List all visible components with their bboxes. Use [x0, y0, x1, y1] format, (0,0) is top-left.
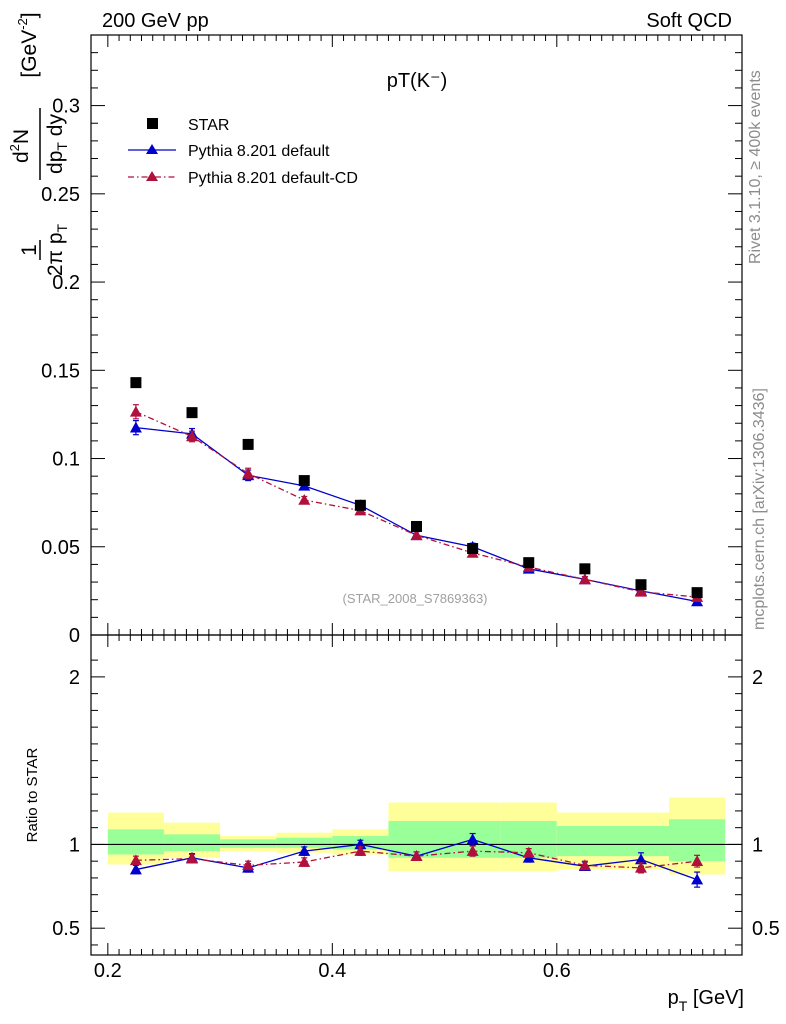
ratio-band-green [276, 837, 333, 848]
axis-ticks: 0.2 0.4 0.6 0 0.05 0.1 0.15 0.2 0.25 0.3 0.5 0.5 1 1 2… [41, 35, 780, 982]
ratio-band-green [388, 820, 501, 858]
ratio-point-default [298, 845, 311, 856]
legend-star-label: STAR [188, 117, 229, 134]
mcplots-label: mcplots.cern.ch [arXiv:1306.3436] [751, 388, 768, 630]
star-data-point [298, 475, 310, 487]
chart-title: pT(K⁻) [387, 70, 448, 92]
star-data-point [354, 499, 366, 511]
star-data-point [186, 407, 198, 419]
ratio-point-default-cd [691, 855, 704, 866]
main-y-tick-label: 0 [69, 625, 80, 647]
ratio-point-default-cd [242, 859, 255, 871]
ylabel-denominator-left: 2π pT [44, 223, 70, 276]
star-data-point [467, 543, 479, 555]
main-y-tick-label: 0.05 [41, 537, 80, 559]
ratio-point-default [634, 853, 647, 865]
ylabel-denominator: dpT dy [44, 114, 70, 174]
main-y-tick-label: 0.1 [52, 449, 80, 471]
ratio-point-default [466, 833, 479, 845]
star-data-point [523, 557, 535, 569]
ratio-plot-frame [90, 634, 743, 956]
main-point-default-cd [410, 529, 423, 541]
main-point-default-cd [186, 430, 199, 442]
ylabel-unit: [GeV-2] [15, 12, 41, 77]
ratio-y-tick-label-right: 0.5 [752, 918, 780, 940]
ratio-point-default-cd [354, 845, 367, 856]
main-point-default-cd [634, 585, 647, 597]
main-line-default-cd [135, 411, 698, 598]
main-point-default-cd [298, 494, 311, 505]
ratio-y-tick-label-right: 2 [752, 667, 763, 689]
ratio-point-default-cd [298, 856, 311, 867]
main-y-tick-label: 0.3 [52, 96, 80, 118]
main-line-default [135, 427, 698, 603]
ratio-band-green [556, 825, 670, 857]
ratio-y-axis-label: Ratio to STAR [24, 747, 41, 842]
star-data-point [579, 563, 591, 575]
main-point-default-cd [242, 467, 255, 479]
legend-star-marker [147, 118, 158, 129]
ratio-point-default-cd [634, 861, 647, 873]
ratio-point-default-cd [410, 850, 423, 861]
main-y-tick-label: 0.15 [41, 360, 80, 382]
x-axis-label: pT [GeV] [668, 987, 744, 1014]
reference-label: (STAR_2008_S7869363) [342, 591, 487, 606]
main-y-tick-label: 0.25 [41, 184, 80, 206]
ratio-y-tick-label-left: 0.5 [52, 918, 80, 940]
ratio-band-green [220, 839, 277, 848]
ratio-band-green [163, 834, 221, 852]
ratio-point-default-cd [578, 859, 591, 871]
data-series [129, 377, 704, 888]
legend-cd-marker [146, 171, 158, 181]
star-data-point [691, 587, 703, 599]
main-point-default-cd [578, 573, 591, 585]
ratio-point-default-cd [522, 846, 535, 858]
ylabel-numerator: d2N [7, 129, 33, 163]
ratio-band-green [107, 829, 164, 855]
main-point-default-cd [129, 405, 142, 417]
ratio-point-default [129, 863, 142, 875]
main-point-default [129, 421, 142, 433]
ratio-y-tick-label-right: 1 [752, 834, 763, 856]
x-tick-label: 0.4 [318, 960, 346, 982]
x-tick-label: 0.2 [94, 960, 122, 982]
legend-default-marker [146, 144, 158, 154]
main-y-tick-label: 0.2 [52, 272, 80, 294]
rivet-label: Rivet 3.1.10, ≥ 400k events [747, 70, 764, 264]
ratio-y-tick-label-left: 1 [69, 834, 80, 856]
header-right: Soft QCD [646, 10, 732, 32]
star-data-point [242, 438, 254, 450]
main-y-axis-label: 1 2π pT d2N dpT dy [GeV-2] [7, 12, 70, 276]
ratio-point-default [691, 873, 704, 885]
ratio-point-default-cd [129, 854, 142, 866]
ratio-band-green [669, 819, 726, 862]
ratio-uncertainty-bands [91, 797, 742, 875]
legend-default-label: Pythia 8.201 default [188, 143, 330, 160]
ylabel-one: 1 [18, 244, 41, 256]
legend: STAR Pythia 8.201 default Pythia 8.201 d… [128, 117, 358, 187]
legend-cd-label: Pythia 8.201 default-CD [188, 170, 358, 187]
x-tick-label: 0.6 [543, 960, 571, 982]
header-left: 200 GeV pp [102, 10, 209, 32]
ratio-point-default-cd [466, 845, 479, 856]
star-data-point [411, 520, 422, 532]
star-data-point [635, 579, 647, 591]
star-data-point [130, 377, 142, 389]
ratio-point-default-cd [186, 852, 199, 864]
ratio-y-tick-label-left: 2 [69, 667, 80, 689]
